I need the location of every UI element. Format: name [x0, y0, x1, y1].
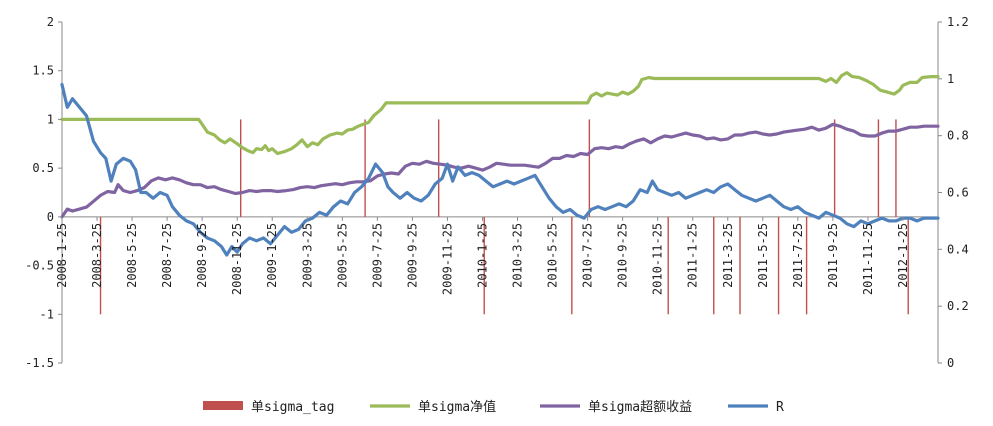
legend-swatch-bar [203, 401, 243, 410]
x-tick-label: 2008-5-25 [125, 223, 139, 288]
x-tick-label: 2011-1-25 [686, 223, 700, 288]
right-tick-label: 1.2 [947, 15, 969, 29]
x-tick-label: 2010-5-25 [546, 223, 560, 288]
left-tick-label: -1.5 [25, 356, 54, 370]
x-tick-label: 2011-7-25 [791, 223, 805, 288]
left-tick-label: -0.5 [25, 259, 54, 273]
legend-label: 单sigma_tag [251, 400, 334, 415]
legend-label: 单sigma超额收益 [588, 400, 692, 415]
x-tick-label: 2010-11-25 [651, 223, 665, 295]
left-tick-label: -1 [40, 307, 54, 321]
x-tick-label: 2009-3-25 [300, 223, 314, 288]
x-tick-label: 2008-1-25 [55, 223, 69, 288]
x-tick-label: 2011-11-25 [861, 223, 875, 295]
right-tick-label: 0.8 [947, 129, 969, 143]
x-tick-label: 2009-11-25 [440, 223, 454, 295]
x-tick-label: 2009-5-25 [335, 223, 349, 288]
x-tick-label: 2008-9-25 [195, 223, 209, 288]
x-tick-label: 2010-9-25 [616, 223, 630, 288]
series-line-单sigma超额收益 [60, 122, 940, 219]
left-tick-label: 1 [47, 112, 54, 126]
x-tick-label: 2010-7-25 [581, 223, 595, 288]
x-tick-label: 2010-1-25 [475, 223, 489, 288]
x-tick-label: 2010-3-25 [511, 223, 525, 288]
right-tick-label: 0.4 [947, 242, 969, 256]
left-tick-label: 1.5 [32, 64, 54, 78]
x-tick-label: 2009-7-25 [370, 223, 384, 288]
left-tick-label: 0.5 [32, 161, 54, 175]
x-tick-label: 2011-5-25 [756, 223, 770, 288]
x-tick-label: 2011-3-25 [721, 223, 735, 288]
x-tick-label: 2009-1-25 [265, 223, 279, 288]
x-tick-label: 2008-11-25 [230, 223, 244, 295]
left-tick-label: 0 [47, 210, 54, 224]
left-tick-label: 2 [47, 15, 54, 29]
right-tick-label: 1 [947, 72, 954, 86]
x-tick-label: 2008-7-25 [160, 223, 174, 288]
right-tick-label: 0.6 [947, 186, 969, 200]
series-line-R [60, 82, 940, 257]
legend-label: 单sigma净值 [418, 399, 496, 415]
x-tick-label: 2012-1-25 [896, 223, 910, 288]
right-tick-label: 0.2 [947, 299, 969, 313]
right-tick-label: 0 [947, 356, 954, 370]
series-line-单sigma净值 [60, 71, 940, 156]
legend-label: R [776, 400, 784, 415]
x-tick-label: 2008-3-25 [90, 223, 104, 288]
x-tick-label: 2009-9-25 [405, 223, 419, 288]
x-tick-label: 2011-9-25 [826, 223, 840, 288]
